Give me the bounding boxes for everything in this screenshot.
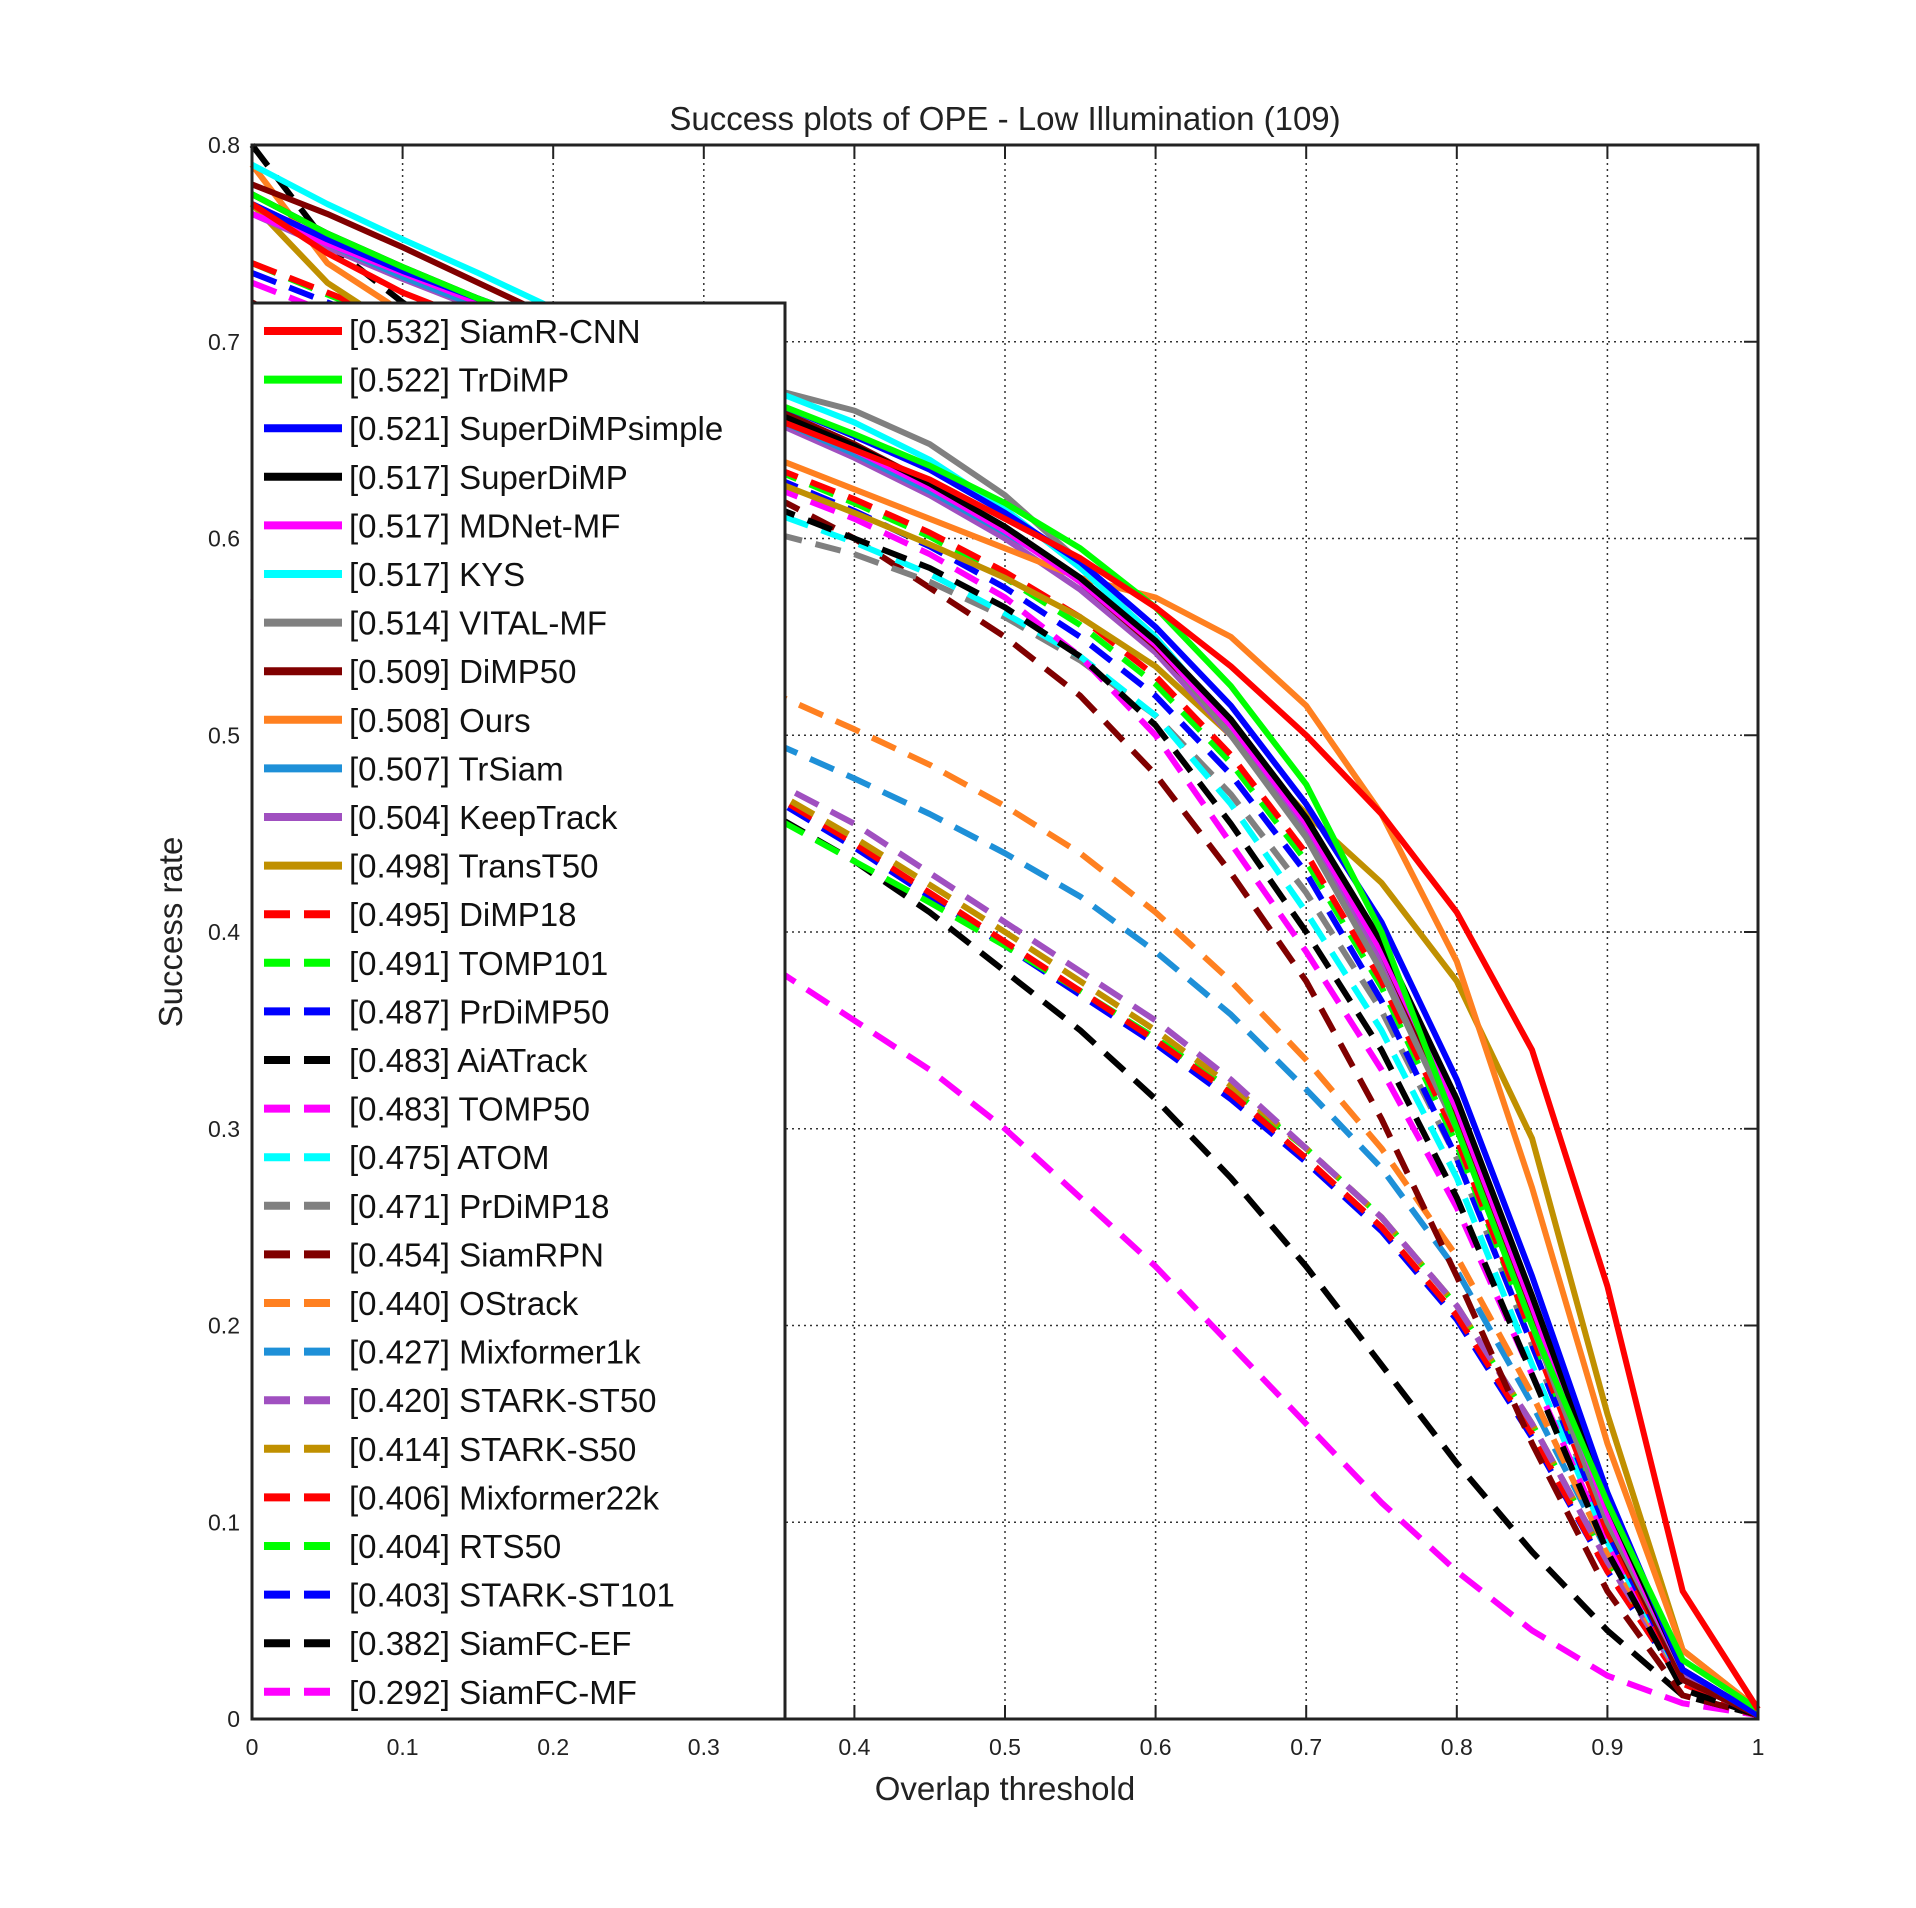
legend-label-tomp50: [0.483] TOMP50: [349, 1091, 590, 1128]
x-tick-label: 0: [246, 1734, 259, 1760]
legend-label-transt50: [0.498] TransT50: [349, 848, 598, 885]
x-tick-label: 0.8: [1441, 1734, 1473, 1760]
legend-label-siamr-cnn: [0.532] SiamR-CNN: [349, 313, 641, 350]
legend-label-mixformer22k: [0.406] Mixformer22k: [349, 1479, 659, 1516]
y-tick-label: 0.6: [208, 526, 240, 552]
y-tick-label: 0.1: [208, 1509, 240, 1535]
x-tick-label: 0.9: [1591, 1734, 1623, 1760]
y-axis-label: Success rate: [152, 837, 189, 1028]
x-axis-label: Overlap threshold: [875, 1770, 1135, 1807]
y-tick-label: 0.4: [208, 919, 240, 945]
y-tick-label: 0.2: [208, 1313, 240, 1339]
legend-label-ostrack: [0.440] OStrack: [349, 1285, 579, 1322]
legend-label-prdimp18: [0.471] PrDiMP18: [349, 1188, 609, 1225]
legend-label-kys: [0.517] KYS: [349, 556, 525, 593]
legend-label-dimp18: [0.495] DiMP18: [349, 896, 576, 933]
series-line-ostrack: [250, 457, 1760, 1718]
legend-label-stark-st101: [0.403] STARK-ST101: [349, 1577, 675, 1614]
legend-label-mixformer1k: [0.427] Mixformer1k: [349, 1334, 641, 1371]
y-tick-label: 0.3: [208, 1116, 240, 1142]
legend-label-superdimpsimple: [0.521] SuperDiMPsimple: [349, 410, 723, 447]
series-line-prdimp50: [250, 270, 1760, 1718]
legend-label-siamrpn: [0.454] SiamRPN: [349, 1236, 604, 1273]
legend-label-aiatrack: [0.483] AiATrack: [349, 1042, 588, 1079]
legend-label-rts50: [0.404] RTS50: [349, 1528, 561, 1565]
legend-label-prdimp50: [0.487] PrDiMP50: [349, 993, 609, 1030]
x-tick-label: 0.7: [1290, 1734, 1322, 1760]
legend-label-ours: [0.508] Ours: [349, 702, 531, 739]
legend-label-vital-mf: [0.514] VITAL-MF: [349, 605, 607, 642]
series-line-siamrpn: [250, 299, 1759, 1719]
legend-label-dimp50: [0.509] DiMP50: [349, 653, 576, 690]
x-tick-label: 0.1: [387, 1734, 419, 1760]
chart-title: Success plots of OPE - Low Illumination …: [669, 100, 1340, 137]
series-line-siamfc-mf: [250, 595, 1759, 1719]
legend-label-keeptrack: [0.504] KeepTrack: [349, 799, 618, 836]
legend: [0.532] SiamR-CNN [0.522] TrDiMP [0.521] S…: [250, 301, 787, 1721]
x-tick-label: 1: [1752, 1734, 1765, 1760]
legend-label-stark-s50: [0.414] STARK-S50: [349, 1431, 636, 1468]
legend-label-tomp101: [0.491] TOMP101: [349, 945, 608, 982]
legend-label-trsiam: [0.507] TrSiam: [349, 750, 564, 787]
legend-label-siamfc-ef: [0.382] SiamFC-EF: [349, 1625, 631, 1662]
legend-label-stark-st50: [0.420] STARK-ST50: [349, 1382, 657, 1419]
axis-ticks: 0 0.1 0.2 0.3 0.4 0.5 0.6 0.7 0.8 0.9 1 0 0.1 0.2 0.3 0…: [208, 132, 1764, 1760]
y-tick-label: 0: [227, 1706, 240, 1732]
legend-box: [250, 301, 787, 1721]
y-tick-label: 0.5: [208, 722, 240, 748]
legend-label-siamfc-mf: [0.292] SiamFC-MF: [349, 1674, 637, 1711]
series-line-dimp18: [250, 260, 1760, 1718]
legend-label-mdnet-mf: [0.517] MDNet-MF: [349, 507, 620, 544]
x-tick-label: 0.2: [537, 1734, 569, 1760]
series-line-mixformer1k: [250, 535, 1760, 1718]
legend-label-superdimp: [0.517] SuperDiMP: [349, 459, 628, 496]
x-tick-label: 0.6: [1140, 1734, 1172, 1760]
x-tick-label: 0.5: [989, 1734, 1021, 1760]
y-tick-label: 0.8: [208, 132, 240, 158]
legend-label-trdimp: [0.522] TrDiMP: [349, 362, 569, 399]
x-tick-label: 0.4: [838, 1734, 870, 1760]
y-tick-label: 0.7: [208, 329, 240, 355]
legend-label-atom: [0.475] ATOM: [349, 1139, 550, 1176]
x-tick-label: 0.3: [688, 1734, 720, 1760]
